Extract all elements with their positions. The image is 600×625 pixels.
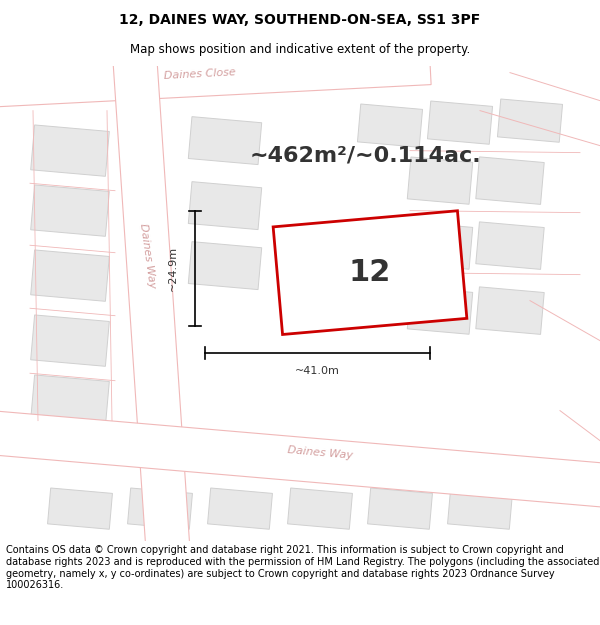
Polygon shape bbox=[188, 182, 262, 229]
Polygon shape bbox=[407, 157, 473, 204]
Polygon shape bbox=[0, 411, 600, 508]
Polygon shape bbox=[476, 222, 544, 269]
Polygon shape bbox=[407, 287, 473, 334]
Polygon shape bbox=[476, 157, 544, 204]
Text: 12: 12 bbox=[349, 258, 391, 287]
Polygon shape bbox=[128, 488, 193, 529]
Polygon shape bbox=[31, 185, 109, 236]
Polygon shape bbox=[497, 99, 563, 142]
Polygon shape bbox=[287, 488, 352, 529]
Text: Daines Way: Daines Way bbox=[287, 445, 353, 461]
Polygon shape bbox=[31, 315, 109, 366]
Polygon shape bbox=[31, 375, 109, 426]
Text: Daines Way: Daines Way bbox=[139, 222, 158, 289]
Polygon shape bbox=[448, 488, 512, 529]
Polygon shape bbox=[47, 488, 112, 529]
Polygon shape bbox=[0, 41, 431, 107]
Polygon shape bbox=[368, 488, 433, 529]
Text: 12, DAINES WAY, SOUTHEND-ON-SEA, SS1 3PF: 12, DAINES WAY, SOUTHEND-ON-SEA, SS1 3PF bbox=[119, 12, 481, 27]
Text: ~41.0m: ~41.0m bbox=[295, 366, 340, 376]
Polygon shape bbox=[358, 104, 422, 148]
Text: ~24.9m: ~24.9m bbox=[168, 246, 178, 291]
Polygon shape bbox=[407, 222, 473, 269]
Polygon shape bbox=[188, 117, 262, 164]
Polygon shape bbox=[273, 211, 467, 334]
Polygon shape bbox=[427, 101, 493, 144]
Polygon shape bbox=[113, 59, 190, 552]
Polygon shape bbox=[188, 242, 262, 289]
Text: ~462m²/~0.114ac.: ~462m²/~0.114ac. bbox=[249, 146, 481, 166]
Polygon shape bbox=[31, 250, 109, 301]
Text: Contains OS data © Crown copyright and database right 2021. This information is : Contains OS data © Crown copyright and d… bbox=[6, 546, 599, 590]
Text: Daines Close: Daines Close bbox=[164, 67, 236, 81]
Polygon shape bbox=[208, 488, 272, 529]
Polygon shape bbox=[31, 125, 109, 176]
Text: Map shows position and indicative extent of the property.: Map shows position and indicative extent… bbox=[130, 42, 470, 56]
Polygon shape bbox=[476, 287, 544, 334]
